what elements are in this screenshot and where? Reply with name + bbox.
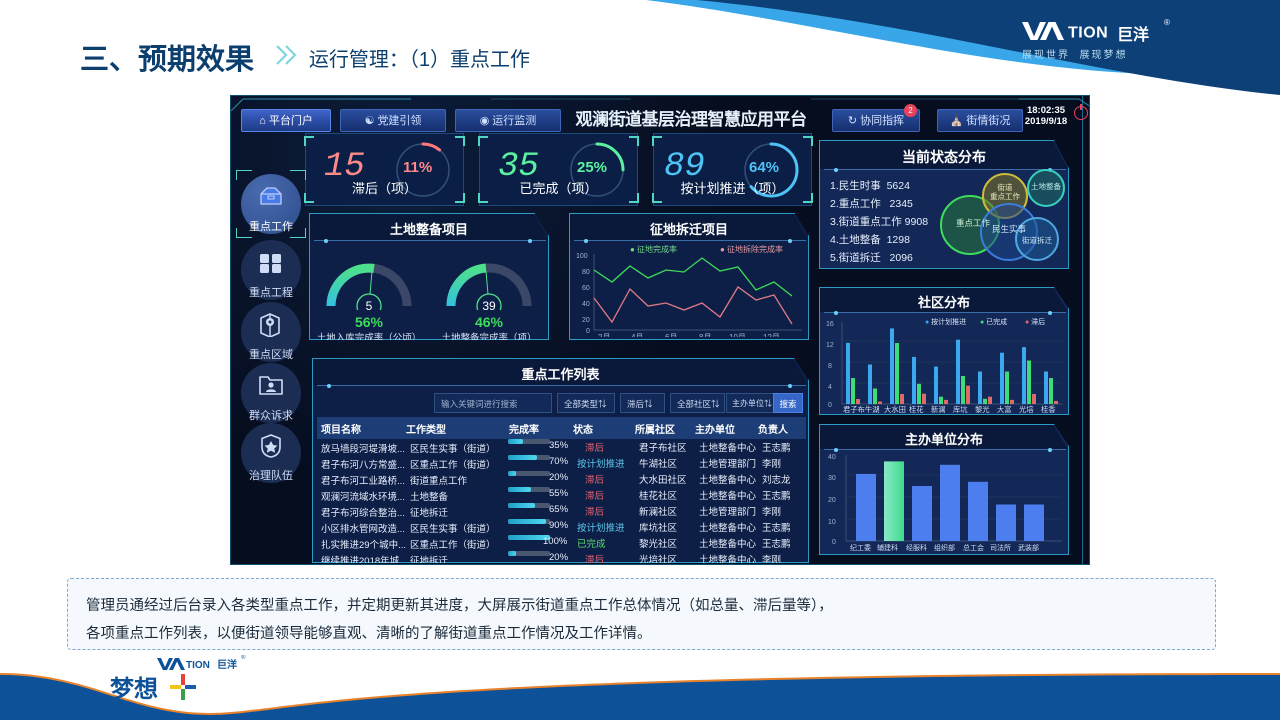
svg-text:TION: TION [186,660,210,671]
svg-text:40: 40 [582,301,590,308]
svg-text:60: 60 [582,285,590,292]
svg-text:司法所: 司法所 [990,543,1011,552]
svg-text:库坑: 库坑 [953,405,968,414]
svg-text:经服科: 经服科 [906,543,927,552]
svg-text:0: 0 [586,328,590,335]
svg-text:6月: 6月 [665,333,677,337]
svg-text:2月: 2月 [598,333,610,337]
svg-text:12: 12 [826,342,834,349]
svg-text:20: 20 [828,497,836,504]
svg-text:大水田: 大水田 [884,405,906,414]
svg-text:纪工委: 纪工委 [850,543,871,552]
svg-text:39: 39 [482,299,496,310]
svg-text:40: 40 [828,454,836,461]
svg-text:80: 80 [582,269,590,276]
svg-text:4: 4 [828,384,832,391]
svg-text:新澜: 新澜 [931,405,946,414]
svg-text:10: 10 [828,519,836,526]
svg-text:总工会: 总工会 [963,543,984,552]
svg-text:大富: 大富 [997,405,1012,414]
svg-text:光培: 光培 [1019,405,1034,414]
svg-text:8月: 8月 [699,333,711,337]
svg-text:20: 20 [582,317,590,324]
svg-text:君子布: 君子布 [843,405,865,414]
svg-text:100: 100 [576,253,588,260]
svg-text:桂香: 桂香 [1041,405,1056,414]
svg-text:辅建科: 辅建科 [877,543,898,552]
svg-text:0: 0 [828,402,832,409]
svg-text:武装部: 武装部 [1018,543,1039,552]
svg-text:10月: 10月 [729,333,746,337]
svg-text:组织部: 组织部 [934,543,955,552]
svg-text:12月: 12月 [763,333,780,337]
svg-text:16: 16 [826,321,834,328]
svg-text:牛湖: 牛湖 [865,405,880,414]
svg-text:黎光: 黎光 [975,405,990,414]
svg-text:8: 8 [828,363,832,370]
svg-text:TION: TION [1068,25,1108,42]
svg-text:30: 30 [828,475,836,482]
svg-text:5: 5 [366,299,373,310]
svg-text:桂花: 桂花 [909,405,924,414]
svg-text:0: 0 [832,539,836,546]
svg-text:4月: 4月 [631,333,643,337]
